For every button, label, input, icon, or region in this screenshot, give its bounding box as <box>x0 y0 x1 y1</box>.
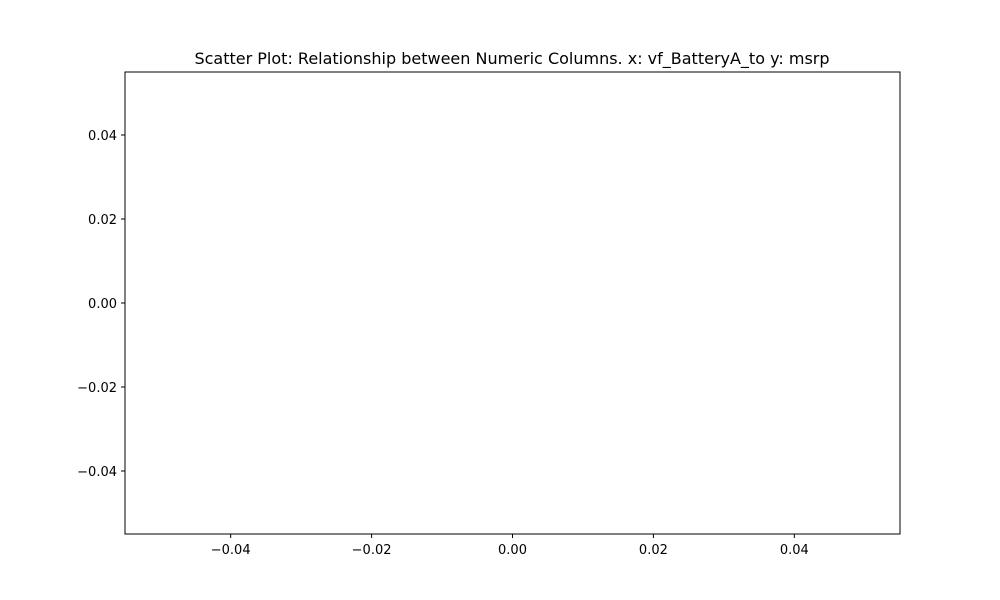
x-axis: −0.04 −0.02 0.00 0.02 0.04 <box>211 534 809 558</box>
x-tick-label: 0.04 <box>780 543 809 558</box>
x-tick-label: 0.00 <box>498 543 527 558</box>
y-tick-label: −0.04 <box>77 465 117 480</box>
y-tick-label: 0.04 <box>88 129 117 144</box>
x-tick-label: −0.04 <box>211 543 251 558</box>
x-tick-label: −0.02 <box>352 543 392 558</box>
y-tick-label: 0.02 <box>88 213 117 228</box>
y-axis: −0.04 −0.02 0.00 0.02 0.04 <box>77 129 125 480</box>
x-tick-label: 0.02 <box>639 543 668 558</box>
y-tick-label: −0.02 <box>77 381 117 396</box>
chart-title: Scatter Plot: Relationship between Numer… <box>194 49 829 69</box>
y-tick-label: 0.00 <box>88 297 117 312</box>
